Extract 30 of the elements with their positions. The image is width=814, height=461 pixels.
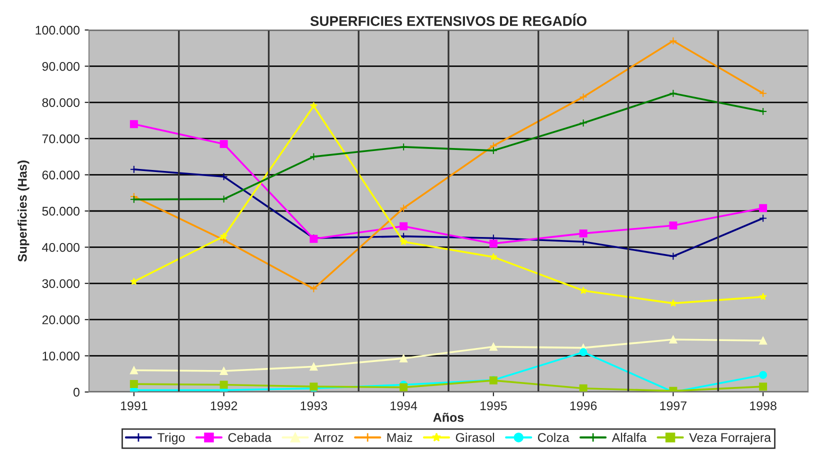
legend-label: Girasol <box>456 432 494 442</box>
legend-label: Cebada <box>228 432 272 442</box>
y-tick-label: 80.000 <box>42 98 80 108</box>
x-tick-label: 1997 <box>660 401 686 410</box>
y-tick-label: 90.000 <box>42 62 80 71</box>
y-axis-title: Superficies (Has) <box>18 160 30 262</box>
x-tick-label: 1995 <box>480 401 507 410</box>
legend-label: Maiz <box>387 432 412 442</box>
y-tick-label: 50.000 <box>42 206 80 216</box>
y-tick-label: 60.000 <box>42 170 80 180</box>
legend-label: Colza <box>538 432 570 442</box>
legend-label: Alfalfa <box>612 432 647 442</box>
y-tick-label: 100.000 <box>36 26 80 35</box>
y-tick-label: 30.000 <box>42 279 80 288</box>
x-tick-label: 1996 <box>570 401 597 410</box>
x-tick-label: 1992 <box>210 401 238 410</box>
y-tick-label: 0 <box>74 388 80 397</box>
x-axis-title: Años <box>433 412 464 422</box>
legend-label: Trigo <box>158 432 185 444</box>
y-tick-label: 10.000 <box>42 352 80 360</box>
x-tick-label: 1994 <box>390 401 418 410</box>
x-tick-label: 1998 <box>750 401 776 410</box>
x-tick-label: 1991 <box>120 401 148 410</box>
chart-title: SUPERFICIES EXTENSIVOS DE REGADÍO <box>310 14 586 26</box>
legend-label: Arroz <box>314 433 344 442</box>
legend-label: Veza Forrajera <box>689 432 772 444</box>
y-tick-label: 40.000 <box>42 243 80 252</box>
x-tick-label: 1993 <box>300 401 328 410</box>
y-tick-label: 70.000 <box>42 134 80 144</box>
y-tick-label: 20.000 <box>42 315 80 324</box>
